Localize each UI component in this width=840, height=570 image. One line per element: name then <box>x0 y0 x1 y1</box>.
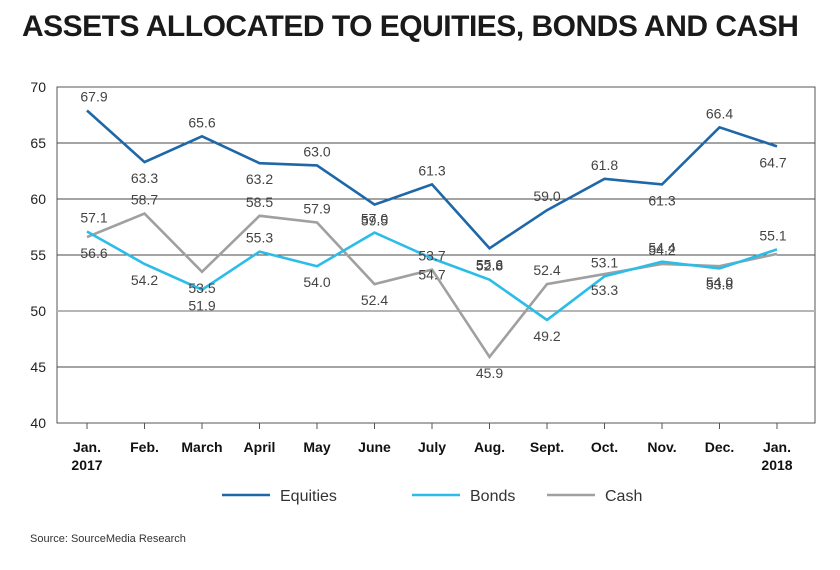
data-label-bonds: 57.1 <box>80 209 107 225</box>
data-labels: 67.9 63.3 65.6 63.2 63.0 59.5 61.3 55.6 59.0 61.8… <box>80 89 786 381</box>
legend-label-equities: Equities <box>280 488 337 505</box>
x-tick-label: Nov. <box>647 439 676 455</box>
y-tick-label-60: 60 <box>30 191 46 207</box>
data-label-equities: 67.9 <box>80 89 107 105</box>
y-tick-label-50: 50 <box>30 303 46 319</box>
series-line-cash <box>86 212 778 360</box>
data-label-equities: 61.8 <box>591 157 618 173</box>
data-label-bonds: 54.4 <box>648 240 675 256</box>
data-label-equities: 63.3 <box>131 170 158 186</box>
x-tick-label: June <box>358 439 391 455</box>
data-label-equities: 59.5 <box>361 213 388 229</box>
legend-item-bonds: Bonds <box>412 488 515 505</box>
data-label-cash: 56.6 <box>80 245 107 261</box>
data-label-equities: 65.6 <box>188 114 215 130</box>
data-label-cash: 58.7 <box>131 192 158 208</box>
series-line-bonds <box>86 230 778 322</box>
legend-item-equities: Equities <box>222 488 337 505</box>
data-label-cash: 53.7 <box>418 248 445 264</box>
x-tick-label: Aug. <box>474 439 505 455</box>
legend-label-bonds: Bonds <box>470 488 515 505</box>
legend-item-cash: Cash <box>547 488 642 505</box>
x-tick-label: Oct. <box>591 439 618 455</box>
data-label-cash: 52.4 <box>361 292 388 308</box>
data-label-bonds: 55.1 <box>759 227 786 243</box>
x-tick-label: Jan. <box>763 439 791 455</box>
data-label-equities: 61.3 <box>648 192 675 208</box>
data-label-bonds: 53.8 <box>706 276 733 292</box>
x-tick-label: May <box>303 439 330 455</box>
data-label-cash: 53.3 <box>591 282 618 298</box>
data-label-cash: 45.9 <box>476 365 503 381</box>
x-axis-ticks: Jan. 2017 Feb. March April May June July Aug. Sep… <box>71 423 793 473</box>
x-tick-label: Feb. <box>130 439 159 455</box>
chart-title: ASSETS ALLOCATED TO EQUITIES, BONDS AND … <box>22 10 799 43</box>
data-label-equities: 55.6 <box>476 256 503 272</box>
x-tick-label: July <box>418 439 446 455</box>
series-line-equities <box>86 109 778 250</box>
data-label-cash: 58.5 <box>246 194 273 210</box>
x-tick-label: Dec. <box>705 439 735 455</box>
data-label-bonds: 49.2 <box>533 328 560 344</box>
data-label-bonds: 54.7 <box>418 266 445 282</box>
data-label-cash: 53.5 <box>188 280 215 296</box>
data-label-cash: 54.0 <box>706 274 733 290</box>
data-label-bonds: 52.8 <box>476 258 503 274</box>
data-label-cash: 52.4 <box>533 262 560 278</box>
data-label-equities: 61.3 <box>418 162 445 178</box>
data-label-equities: 63.2 <box>246 171 273 187</box>
x-tick-label: Jan. <box>73 439 101 455</box>
y-tick-label-65: 65 <box>30 135 46 151</box>
x-tick-label: March <box>181 439 222 455</box>
y-tick-label-45: 45 <box>30 359 46 375</box>
y-tick-label-40: 40 <box>30 415 46 431</box>
data-label-cash: 54.2 <box>648 242 675 258</box>
data-label-equities: 64.7 <box>759 154 786 170</box>
data-label-bonds: 54.2 <box>131 272 158 288</box>
data-label-equities: 63.0 <box>303 143 330 159</box>
data-label-bonds: 55.3 <box>246 230 273 246</box>
data-label-bonds: 53.1 <box>591 254 618 270</box>
series-lines <box>86 109 778 360</box>
source-note: Source: SourceMedia Research <box>30 533 186 545</box>
legend-label-cash: Cash <box>605 488 642 505</box>
data-label-cash: 57.9 <box>303 201 330 217</box>
y-tick-label-70: 70 <box>30 79 46 95</box>
x-tick-label: Sept. <box>530 439 564 455</box>
y-tick-label-55: 55 <box>30 247 46 263</box>
legend: Equities Bonds Cash <box>222 488 642 505</box>
data-label-bonds: 51.9 <box>188 298 215 314</box>
data-label-equities: 59.0 <box>533 188 560 204</box>
x-tick-label: April <box>244 439 276 455</box>
y-axis-ticks: 40 45 50 55 60 65 70 <box>30 79 46 431</box>
gridlines <box>57 142 815 368</box>
x-tick-label: 2018 <box>761 457 792 473</box>
data-label-bonds: 57.0 <box>361 211 388 227</box>
data-label-equities: 66.4 <box>706 105 733 121</box>
data-label-bonds: 54.0 <box>303 274 330 290</box>
x-tick-label: 2017 <box>71 457 102 473</box>
